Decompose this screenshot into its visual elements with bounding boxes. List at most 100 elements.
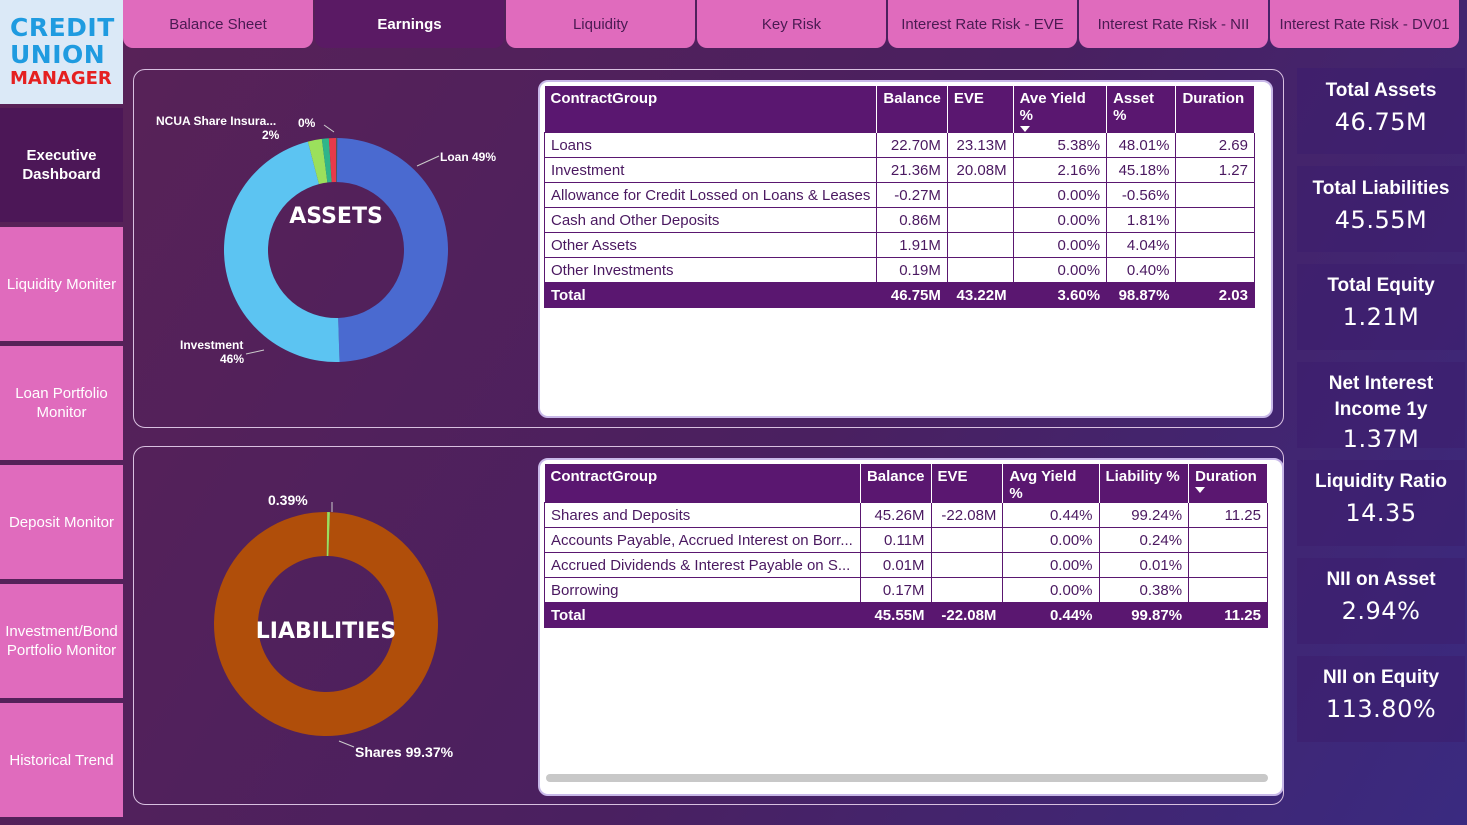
col-contract-group[interactable]: ContractGroup xyxy=(544,86,878,133)
kpi-value: 46.75M xyxy=(1334,108,1428,136)
ncua-leader-line xyxy=(323,124,335,133)
col-eve[interactable]: EVE xyxy=(931,464,1004,503)
table-cell xyxy=(946,257,1014,283)
kpi-card-bg xyxy=(1297,558,1465,644)
total-cell: 3.60% xyxy=(1012,282,1108,308)
zero-slice-label: 0% xyxy=(298,116,316,130)
table-cell: -22.08M xyxy=(930,502,1004,528)
kpi-label: NII on Equity xyxy=(1322,667,1440,688)
total-cell: 0.44% xyxy=(1002,602,1100,628)
table-cell xyxy=(930,552,1004,578)
table-row[interactable]: Allowance for Credit Lossed on Loans & L… xyxy=(543,182,1255,208)
tab-irr-dv01[interactable]: Interest Rate Risk - DV01 xyxy=(1270,0,1459,48)
donut-slice-other[interactable] xyxy=(326,512,330,557)
table-cell xyxy=(1175,207,1255,233)
col-liability-pct[interactable]: Liability % xyxy=(1099,464,1190,503)
tab-irr-eve[interactable]: Interest Rate Risk - EVE xyxy=(888,0,1077,48)
kpi-card-bg xyxy=(1297,460,1465,546)
liabilities-table-container: ContractGroup Balance EVE Avg Yield % Li… xyxy=(538,458,1284,796)
sidebar: Executive Dashboard Liquidity Moniter Lo… xyxy=(0,108,123,822)
table-row[interactable]: Shares and Deposits 45.26M -22.08M 0.44% 99.… xyxy=(544,502,1268,528)
donut-slice-cash-and-other-deposits[interactable] xyxy=(328,138,336,183)
table-cell: 0.00% xyxy=(1002,577,1100,603)
donut-slice-investment[interactable] xyxy=(224,141,340,362)
table-row[interactable]: Investment 21.36M 20.08M 2.16% 45.18% 1.27 xyxy=(543,157,1255,183)
table-cell xyxy=(946,182,1014,208)
col-duration[interactable]: Duration xyxy=(1175,86,1255,133)
tab-bar: Balance Sheet Earnings Liquidity Key Ris… xyxy=(123,0,1467,48)
ncua-slice-pct: 2% xyxy=(262,128,280,142)
total-cell: 98.87% xyxy=(1106,282,1177,308)
donut-slice-ncua-share-insurance[interactable] xyxy=(307,138,328,185)
col-avg-yield[interactable]: Avg Yield % xyxy=(1002,464,1100,503)
table-row[interactable]: Cash and Other Deposits 0.86M 0.00% 1.81% xyxy=(543,207,1255,233)
kpi-total-equity: Total Equity 1.21M xyxy=(1297,273,1465,331)
col-balance[interactable]: Balance xyxy=(876,86,948,133)
sidebar-item-historical-trend[interactable]: Historical Trend xyxy=(0,703,123,817)
logo: CREDIT UNION MANAGER xyxy=(0,0,123,104)
assets-center-label: ASSETS xyxy=(289,204,383,229)
table-cell: 0.24% xyxy=(1098,527,1190,553)
table-cell: Shares and Deposits xyxy=(544,502,861,528)
donut-slice-shares[interactable] xyxy=(213,512,438,736)
assets-donut-chart[interactable]: ASSETS xyxy=(134,70,534,420)
col-duration[interactable]: Duration xyxy=(1188,464,1268,503)
col-contract-group[interactable]: ContractGroup xyxy=(544,464,861,503)
kpi-value: 113.80% xyxy=(1325,695,1437,723)
col-eve[interactable]: EVE xyxy=(947,86,1014,133)
donut-slice-other-assets[interactable] xyxy=(321,138,332,183)
donut-slice-other-investments[interactable] xyxy=(336,138,338,183)
tab-balance-sheet[interactable]: Balance Sheet xyxy=(123,0,313,48)
tab-liquidity[interactable]: Liquidity xyxy=(506,0,695,48)
kpi-label: Net Interest Income 1y xyxy=(1328,373,1434,420)
kpi-nii-on-equity: NII on Equity 113.80% xyxy=(1297,665,1465,723)
sidebar-item-investment-bond[interactable]: Investment/Bond Portfolio Monitor xyxy=(0,584,123,698)
table-cell xyxy=(1175,232,1255,258)
table-cell: 11.25 xyxy=(1188,502,1268,528)
total-cell: -22.08M xyxy=(930,602,1004,628)
liabilities-donut-chart[interactable]: LIABILITIES xyxy=(134,447,534,797)
logo-line-2: UNION xyxy=(10,40,106,69)
horizontal-scrollbar[interactable] xyxy=(546,774,1268,782)
col-balance[interactable]: Balance xyxy=(860,464,932,503)
sidebar-item-executive-dashboard[interactable]: Executive Dashboard xyxy=(0,108,123,222)
table-cell: 0.11M xyxy=(859,527,932,553)
table-row[interactable]: Accrued Dividends & Interest Payable on … xyxy=(544,552,1268,578)
table-row[interactable]: Other Assets 1.91M 0.00% 4.04% xyxy=(543,232,1255,258)
kpi-liquidity-ratio: Liquidity Ratio 14.35 xyxy=(1297,469,1465,527)
table-cell xyxy=(946,207,1014,233)
sidebar-item-liquidity-monitor[interactable]: Liquidity Moniter xyxy=(0,227,123,341)
table-cell: Other Assets xyxy=(543,232,878,258)
table-row[interactable]: Accounts Payable, Accrued Interest on Bo… xyxy=(544,527,1268,553)
table-cell xyxy=(1188,552,1268,578)
table-cell: 0.38% xyxy=(1098,577,1190,603)
tab-irr-nii[interactable]: Interest Rate Risk - NII xyxy=(1079,0,1268,48)
table-row[interactable]: Loans 22.70M 23.13M 5.38% 48.01% 2.69 xyxy=(543,132,1255,158)
table-cell: 0.17M xyxy=(859,577,932,603)
table-cell: 0.44% xyxy=(1002,502,1100,528)
table-row[interactable]: Borrowing 0.17M 0.00% 0.38% xyxy=(544,577,1268,603)
assets-table: ContractGroup Balance EVE Ave Yield % As… xyxy=(543,86,1255,308)
col-asset-pct[interactable]: Asset % xyxy=(1106,86,1177,133)
kpi-card-bg xyxy=(1297,166,1465,252)
loan-leader-line xyxy=(416,155,440,167)
sidebar-item-deposit-monitor[interactable]: Deposit Monitor xyxy=(0,465,123,579)
kpi-value: 2.94% xyxy=(1341,597,1421,625)
table-row[interactable]: Other Investments 0.19M 0.00% 0.40% xyxy=(543,257,1255,283)
table-cell: 0.00% xyxy=(1012,207,1108,233)
table-cell: 22.70M xyxy=(876,132,948,158)
tab-earnings[interactable]: Earnings xyxy=(315,0,504,48)
donut-slice-loan[interactable] xyxy=(336,138,448,362)
table-cell: 45.26M xyxy=(859,502,932,528)
sidebar-item-loan-portfolio[interactable]: Loan Portfolio Monitor xyxy=(0,346,123,460)
col-duration-label: Duration xyxy=(1195,468,1257,485)
tab-key-risk[interactable]: Key Risk xyxy=(697,0,886,48)
kpi-label: Liquidity Ratio xyxy=(1315,471,1447,492)
table-cell: 2.16% xyxy=(1012,157,1108,183)
col-ave-yield[interactable]: Ave Yield % xyxy=(1013,86,1108,133)
kpi-label: Total Equity xyxy=(1327,275,1435,296)
small-slice-label: 0.39% xyxy=(268,492,308,508)
loan-slice-label: Loan 49% xyxy=(440,150,497,164)
sort-desc-icon xyxy=(1195,487,1206,493)
logo-line-3: MANAGER xyxy=(10,68,112,89)
